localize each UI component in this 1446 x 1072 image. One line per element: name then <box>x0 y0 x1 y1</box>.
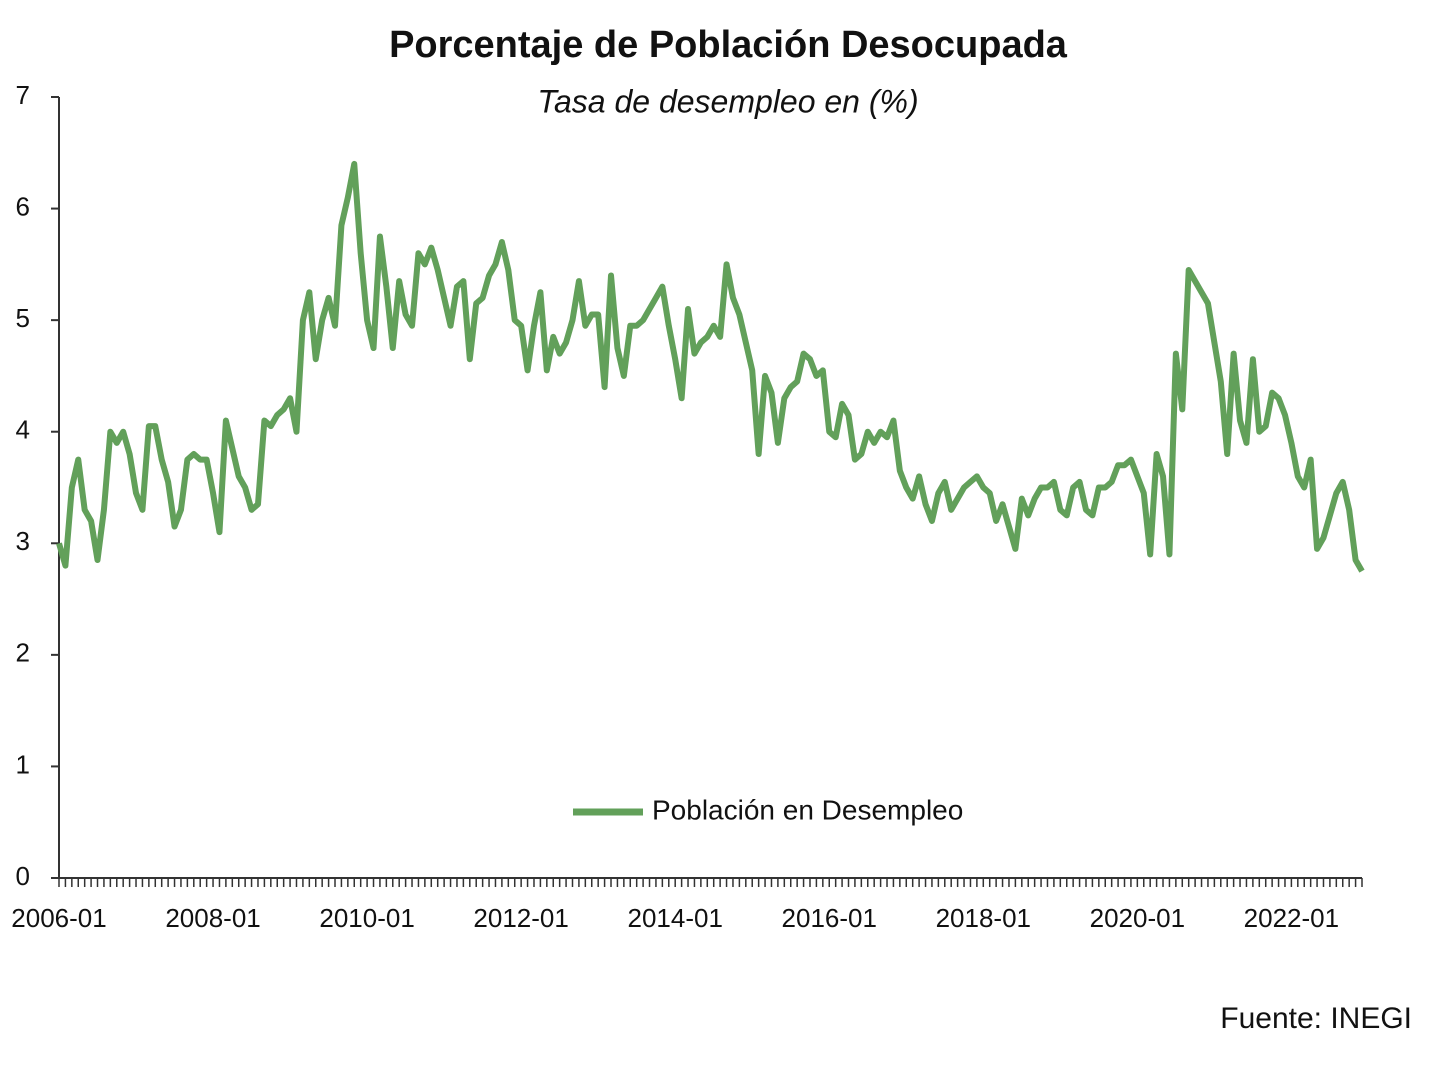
x-tick-label: 2012-01 <box>473 903 568 933</box>
x-tick-label: 2010-01 <box>319 903 414 933</box>
y-tick-label: 1 <box>16 749 30 779</box>
x-tick-label: 2008-01 <box>165 903 260 933</box>
chart-subtitle: Tasa de desempleo en (%) <box>537 83 918 119</box>
y-tick-label: 6 <box>16 191 30 221</box>
source-note: Fuente: INEGI <box>1220 1002 1412 1035</box>
y-tick-label: 5 <box>16 303 30 333</box>
x-tick-label: 2006-01 <box>11 903 106 933</box>
x-tick-label: 2018-01 <box>936 903 1031 933</box>
y-tick-label: 7 <box>16 80 30 110</box>
y-tick-label: 4 <box>16 415 30 445</box>
data-line <box>56 160 1365 573</box>
chart-title: Porcentaje de Población Desocupada <box>389 24 1068 66</box>
x-tick-label: 2014-01 <box>627 903 722 933</box>
y-tick-label: 3 <box>16 526 30 556</box>
x-tick-label: 2022-01 <box>1244 903 1339 933</box>
x-tick-label: 2020-01 <box>1090 903 1185 933</box>
y-tick-label: 2 <box>16 638 30 668</box>
legend-label: Población en Desempleo <box>652 794 963 825</box>
y-tick-label: 0 <box>16 861 30 891</box>
x-tick-label: 2016-01 <box>782 903 877 933</box>
